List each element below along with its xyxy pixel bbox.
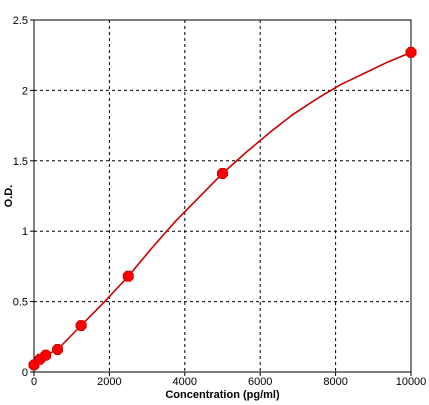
grid-lines — [34, 20, 411, 372]
data-point — [122, 270, 134, 282]
y-tick-label: 1.5 — [13, 156, 28, 168]
x-tick-label: 4000 — [173, 376, 197, 388]
data-point — [40, 349, 52, 361]
data-point — [52, 343, 63, 356]
y-tick-label: 0.5 — [13, 297, 28, 309]
y-tick-labels: 0 0.5 1 1.5 2 2.5 — [13, 15, 28, 379]
y-tick-label: 0 — [22, 367, 28, 379]
x-tick-labels: 0 2000 4000 6000 8000 10000 — [31, 376, 426, 388]
data-points — [28, 46, 417, 371]
x-tick-label: 8000 — [323, 376, 347, 388]
fitted-curve — [33, 51, 412, 366]
y-tick-label: 2.5 — [13, 15, 28, 27]
x-tick-label: 0 — [31, 376, 37, 388]
plot-area-frame — [33, 19, 412, 373]
axis-ticks — [30, 19, 412, 376]
x-tick-label: 6000 — [248, 376, 272, 388]
x-axis-label: Concentration (pg/ml) — [165, 389, 280, 401]
y-axis-label: O.D. — [3, 185, 15, 208]
y-tick-label: 1 — [22, 226, 28, 238]
data-point — [405, 46, 417, 58]
data-point — [216, 167, 229, 180]
data-point — [75, 320, 87, 332]
x-tick-label: 10000 — [396, 376, 427, 388]
x-tick-label: 2000 — [97, 376, 121, 388]
y-tick-label: 2 — [22, 85, 28, 97]
